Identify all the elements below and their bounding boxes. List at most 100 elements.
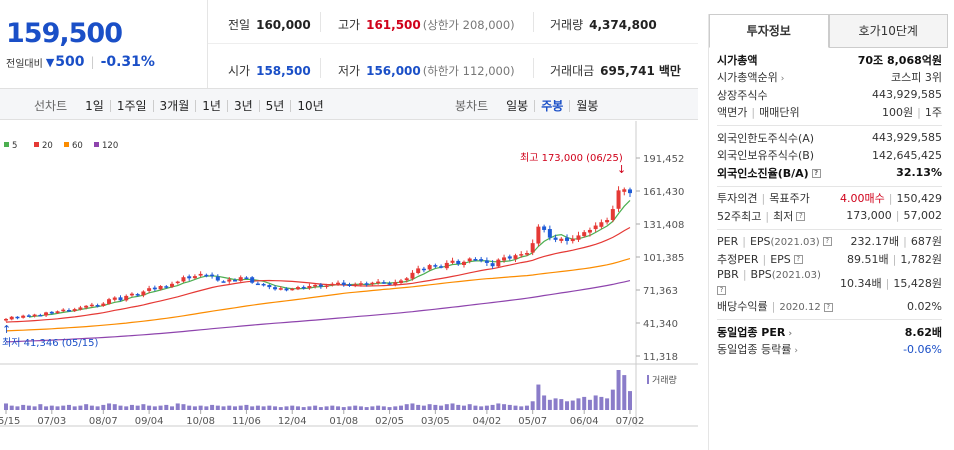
volume-bar [605,398,610,410]
x-tick-label: 06/04 [570,416,599,427]
help-icon[interactable]: ? [793,255,803,265]
ma-legend-label: 20 [42,141,53,151]
ma-legend-swatch [64,142,69,147]
candle-body [507,256,512,259]
ma-line-5 [28,199,631,318]
candle-body [124,295,129,301]
candle-body [427,265,432,270]
help-icon[interactable]: ? [822,237,832,247]
ma-legend-swatch [94,142,99,147]
sector-rate-label: 동일업종 등락률 [717,343,792,357]
candle-body [227,279,232,282]
candle-body [547,229,552,238]
candle-body [387,283,392,285]
change-label: 전일대비 [6,58,43,70]
range-3y[interactable]: 3년 [228,99,260,112]
foreign-limit-value: 443,929,585 [872,131,942,145]
volume-bar [26,405,31,410]
candle-chart-options: 봉차트 일봉 주봉 월봉 [455,97,604,114]
y-tick-label: 41,340 [643,319,678,330]
candle-body [628,189,632,194]
volume-bar [507,404,512,410]
chevron-right-icon[interactable]: › [780,74,785,85]
section-valuation: PER | EPS(2021.03)? 232.17배 | 687원 추정PER | EPS… [717,230,942,320]
range-1y[interactable]: 1년 [196,99,228,112]
volume: 거래량 4,374,800 [550,16,657,33]
volume-bar [55,406,60,410]
range-10y[interactable]: 10년 [297,98,324,113]
candle-body [284,288,289,291]
section-sector: 동일업종 PER › 8.62배 동일업종 등락률 › -0.06% [717,320,942,362]
divider [320,58,321,78]
volume-bar [456,404,461,410]
row-par: 액면가 | 매매단위 100원 | 1주 [717,104,942,122]
candle-body [152,287,157,290]
volume-bar [101,404,106,410]
candle-monthly[interactable]: 월봉 [576,98,599,113]
candle-body [318,284,323,287]
candle-body [519,254,524,256]
ma-legend: 5 20 60 120 [4,141,118,151]
unit-value: 1주 [924,106,942,120]
bps-year: (2021.03) [771,270,821,281]
volume-bar [473,405,478,410]
candle-body [4,318,8,321]
candle-body [313,284,318,287]
divider: | [895,209,900,223]
help-icon[interactable]: ? [717,285,726,295]
help-icon[interactable]: ? [811,169,821,179]
candle-body [599,222,604,227]
foreign-limit-label: 외국인한도주식수(A) [717,131,815,145]
candle-body [524,253,529,255]
est-eps-label: EPS [770,252,791,266]
range-1d[interactable]: 1일 [79,99,111,112]
candle-body [439,266,444,268]
candle-body [467,258,472,262]
row-market-cap: 시가총액 70조 8,068억원 [717,51,942,69]
change-rate: -0.31% [100,54,155,70]
divider [533,12,534,32]
volume-bar [301,407,306,410]
price-summary: 159,500 전일대비 ▼ 500 | -0.31% [0,0,208,88]
range-3m[interactable]: 3개월 [154,99,197,112]
volume-bar [370,406,375,410]
volume-bar [261,406,266,410]
candle-body [164,286,169,288]
shares-label: 상장주식수 [717,88,768,102]
chevron-right-icon[interactable]: › [788,328,793,339]
chevron-right-icon[interactable]: › [794,346,798,357]
row-52week: 52주최고 | 최저? 173,000 | 57,002 [717,207,942,225]
candle-body [301,286,306,289]
tab-order-book[interactable]: 호가10단계 [828,14,948,48]
tab-invest-info[interactable]: 투자정보 [709,14,829,48]
candle-body [605,220,610,223]
volume-bar [576,398,581,410]
candle-weekly[interactable]: 주봉 [535,99,571,112]
x-tick-label: 03/05 [421,416,450,427]
volume-bar [95,406,100,410]
candle-body [582,232,587,237]
volume-bar [129,404,134,410]
volume-bar [141,404,146,410]
candle-body [66,310,71,312]
candle-body [21,315,26,318]
volume-bar [381,406,386,410]
candle-body [542,226,547,230]
shares-value: 443,929,585 [872,88,942,102]
candle-body [622,189,627,192]
candle-body [9,316,14,320]
volume-bar [107,403,112,410]
row-pbr: PBR | BPS(2021.03)? 10.34배 | 15,428원 [717,268,942,298]
range-5y[interactable]: 5년 [260,99,292,112]
volume-bar [273,406,278,410]
help-icon[interactable]: ? [823,302,833,312]
help-icon[interactable]: ? [796,212,806,222]
row-foreign-hold: 외국인보유주식수(B) 142,645,425 [717,147,942,165]
divider: | [742,234,746,248]
volume-bar [21,404,26,410]
range-1w[interactable]: 1주일 [111,99,154,112]
candle-body [490,263,495,267]
candle-body [49,311,54,314]
y-axis: 11,318 41,340 71,363 101,385 131,408 161,430 1… [636,154,684,363]
candle-daily[interactable]: 일봉 [500,99,536,112]
